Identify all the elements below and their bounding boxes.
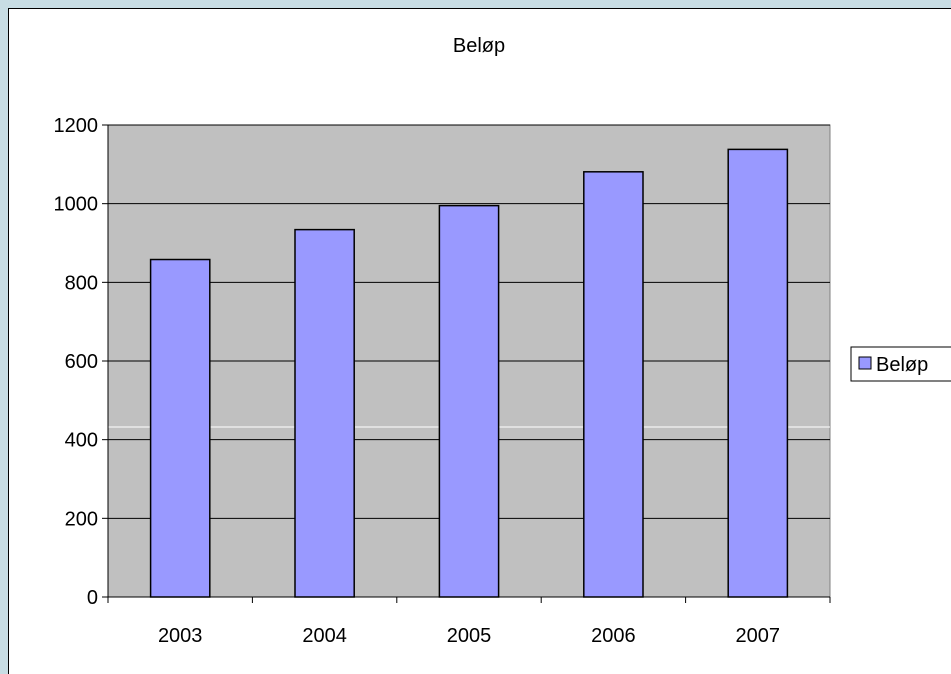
x-tick-label: 2006 [591, 625, 636, 647]
y-tick-label: 1000 [54, 194, 99, 216]
x-tick-labels: 2003 2004 2005 2006 2007 [158, 625, 780, 647]
bar-2006 [583, 171, 644, 598]
bar-2007 [727, 148, 789, 598]
chart-title: Beløp [453, 35, 505, 57]
bars [149, 148, 789, 598]
y-tick-label: 1200 [54, 115, 99, 137]
x-tick-label: 2004 [302, 625, 347, 647]
y-tick-label: 800 [65, 272, 98, 294]
legend: Beløp [850, 346, 951, 382]
legend-label: Beløp [876, 354, 928, 376]
bar-2005 [438, 204, 500, 598]
y-tick-label: 200 [65, 508, 98, 530]
y-tick-label: 600 [65, 351, 98, 373]
y-tick-labels: 0 200 400 600 800 1000 1200 [54, 115, 99, 609]
x-tick-label: 2007 [736, 625, 781, 647]
bar-2003 [149, 258, 211, 598]
y-tick-label: 0 [87, 587, 98, 609]
y-tick-label: 400 [65, 430, 98, 452]
axes [102, 124, 831, 603]
x-tick-label: 2003 [158, 625, 203, 647]
legend-swatch [858, 356, 872, 370]
bar-2004 [294, 228, 355, 598]
x-tick-label: 2005 [447, 625, 492, 647]
